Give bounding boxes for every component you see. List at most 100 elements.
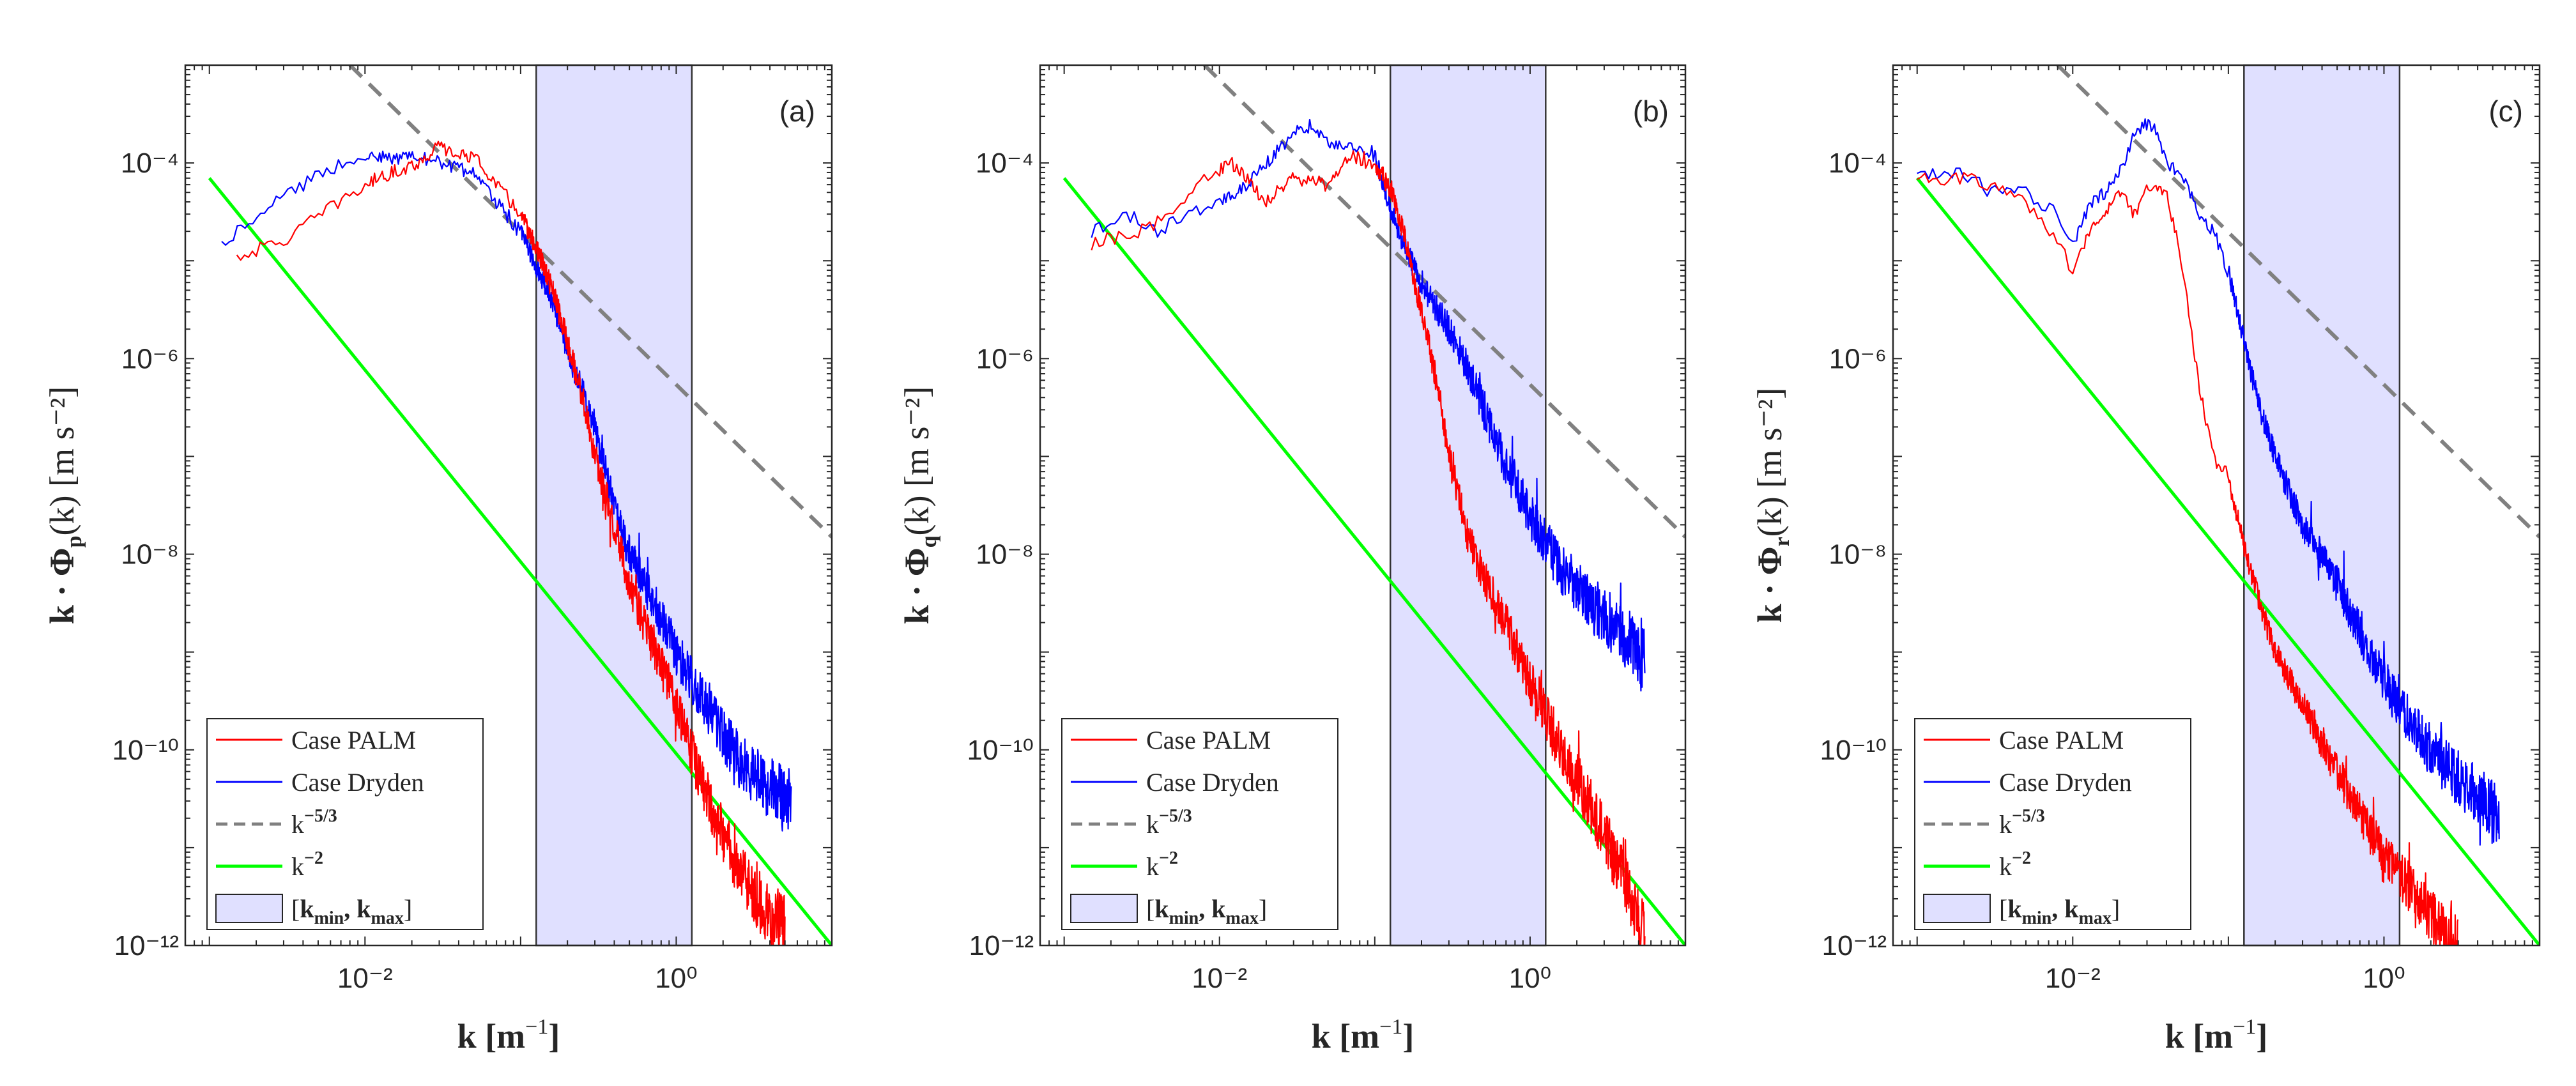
legend-band-sep: , bbox=[1199, 894, 1211, 923]
y-tick-label: 10⁻⁶ bbox=[1829, 343, 1887, 374]
case-palm-line bbox=[236, 141, 786, 945]
y-label-tail: (k) [m s⁻²] bbox=[898, 386, 936, 536]
legend-band-k1: k bbox=[1154, 894, 1169, 923]
legend-k53-base: k bbox=[1999, 810, 2012, 839]
y-axis-label: k · Φr(k) [m s⁻²] bbox=[1751, 388, 1794, 623]
legend-band-k2: k bbox=[1211, 894, 1226, 923]
legend-k2-base: k bbox=[1146, 852, 1159, 881]
plot-lines bbox=[208, 65, 832, 945]
y-label-base: k · Φ bbox=[43, 547, 81, 624]
k-5-3-line bbox=[2056, 65, 2540, 539]
legend-band-k1: k bbox=[2007, 894, 2022, 923]
legend-label: k−2 bbox=[1146, 848, 1178, 881]
x-label-close: ] bbox=[548, 1017, 560, 1055]
legend-k53-base: k bbox=[291, 810, 304, 839]
case-palm-line bbox=[1917, 172, 2459, 945]
x-label-close: ] bbox=[1402, 1017, 1414, 1055]
x-label-exp: −1 bbox=[525, 1015, 548, 1039]
y-axis-label: k · Φq(k) [m s⁻²] bbox=[898, 386, 941, 624]
legend-label: Case PALM bbox=[1146, 726, 1271, 754]
legend-k2-exp: −2 bbox=[1159, 848, 1178, 868]
legend-label: [kmin, kmax] bbox=[291, 894, 412, 928]
y-tick-label: 10⁻⁸ bbox=[121, 539, 179, 570]
y-tick-label: 10⁻⁶ bbox=[121, 343, 179, 374]
legend-k53-base: k bbox=[1146, 810, 1159, 839]
legend-label: k−2 bbox=[291, 848, 323, 881]
y-label-base: k · Φ bbox=[1751, 546, 1789, 623]
case-dryden-line bbox=[1917, 118, 2500, 846]
x-axis-label: k [m−1] bbox=[457, 1015, 560, 1055]
x-axis-label: k [m−1] bbox=[2165, 1015, 2268, 1055]
legend-label: [kmin, kmax] bbox=[1146, 894, 1267, 928]
ticks bbox=[1892, 65, 2540, 946]
axes-box bbox=[184, 64, 833, 947]
y-tick-label: 10⁻¹⁰ bbox=[1820, 735, 1887, 766]
legend-band-close: ] bbox=[404, 894, 412, 923]
legend-band-sub1: min bbox=[1169, 908, 1199, 928]
y-label-base: k · Φ bbox=[898, 547, 936, 624]
legend-label: Case Dryden bbox=[1146, 768, 1279, 797]
x-tick-label: 10⁰ bbox=[1509, 963, 1552, 994]
y-tick-label: 10⁻¹⁰ bbox=[967, 735, 1034, 766]
legend-k53-exp: −5/3 bbox=[2012, 806, 2045, 826]
x-label-k: k bbox=[457, 1017, 477, 1055]
x-label-unit: [m bbox=[2184, 1017, 2233, 1055]
legend-label: Case Dryden bbox=[1999, 768, 2132, 797]
legend-label: Case Dryden bbox=[291, 768, 424, 797]
legend-band-sub1: min bbox=[314, 908, 344, 928]
x-axis-label: k [m−1] bbox=[1312, 1015, 1414, 1055]
case-palm-line bbox=[1091, 150, 1646, 945]
x-label-k: k bbox=[2165, 1017, 2184, 1055]
y-tick-label: 10⁻⁴ bbox=[121, 148, 179, 179]
panel-label: (b) bbox=[1633, 95, 1669, 128]
y-tick-label: 10⁻⁴ bbox=[1828, 148, 1887, 179]
plot-lines bbox=[1915, 65, 2540, 945]
legend-band-k2: k bbox=[2064, 894, 2079, 923]
legend-band-open: [ bbox=[291, 894, 300, 923]
k-2-line bbox=[1062, 177, 1685, 945]
ticks bbox=[185, 65, 832, 946]
y-tick-label: 10⁻¹² bbox=[969, 930, 1034, 961]
legend-k2-exp: −2 bbox=[2012, 848, 2031, 868]
y-tick-label: 10⁻⁶ bbox=[976, 343, 1034, 374]
axes-box bbox=[1039, 64, 1687, 947]
k-2-line bbox=[1915, 177, 2540, 945]
legend-label: k−2 bbox=[1999, 848, 2031, 881]
legend-band-close: ] bbox=[1259, 894, 1267, 923]
legend-label: k−5/3 bbox=[1146, 806, 1192, 839]
x-label-unit: [m bbox=[477, 1017, 525, 1055]
legend-band-swatch bbox=[215, 894, 283, 923]
band-kmin-kmax bbox=[2243, 64, 2401, 947]
legend-k53-exp: −5/3 bbox=[304, 806, 337, 826]
legend-band-sub2: max bbox=[371, 908, 404, 928]
legend-band-open: [ bbox=[1146, 894, 1154, 923]
legend-label: k−5/3 bbox=[291, 806, 337, 839]
k-5-3-line bbox=[348, 65, 832, 539]
x-tick-label: 10⁰ bbox=[2363, 963, 2405, 994]
legend-band-k1: k bbox=[300, 894, 314, 923]
y-axis-label: k · Φp(k) [m s⁻²] bbox=[43, 386, 86, 624]
x-label-unit: [m bbox=[1331, 1017, 1379, 1055]
y-tick-label: 10⁻⁸ bbox=[976, 539, 1034, 570]
legend-label: [kmin, kmax] bbox=[1999, 894, 2120, 928]
legend-label: Case PALM bbox=[1999, 726, 2124, 754]
y-label-tail: (k) [m s⁻²] bbox=[43, 386, 81, 536]
y-tick-label: 10⁻⁸ bbox=[1828, 539, 1887, 570]
ticks bbox=[1039, 65, 1686, 946]
y-tick-label: 10⁻¹⁰ bbox=[112, 735, 179, 766]
legend-k53-exp: −5/3 bbox=[1159, 806, 1192, 826]
case-dryden-line bbox=[221, 150, 792, 832]
case-dryden-line bbox=[1091, 119, 1646, 692]
legend-band-open: [ bbox=[1999, 894, 2007, 923]
legend-band-close: ] bbox=[2112, 894, 2120, 923]
x-tick-label: 10⁻² bbox=[2045, 963, 2101, 994]
legend-band-sep: , bbox=[2051, 894, 2064, 923]
y-label-sub: q bbox=[917, 535, 941, 547]
legend-band-sub1: min bbox=[2022, 908, 2052, 928]
legend-band-sub2: max bbox=[1226, 908, 1259, 928]
y-label-tail: (k) [m s⁻²] bbox=[1751, 388, 1789, 537]
legend-k2-exp: −2 bbox=[304, 848, 323, 868]
